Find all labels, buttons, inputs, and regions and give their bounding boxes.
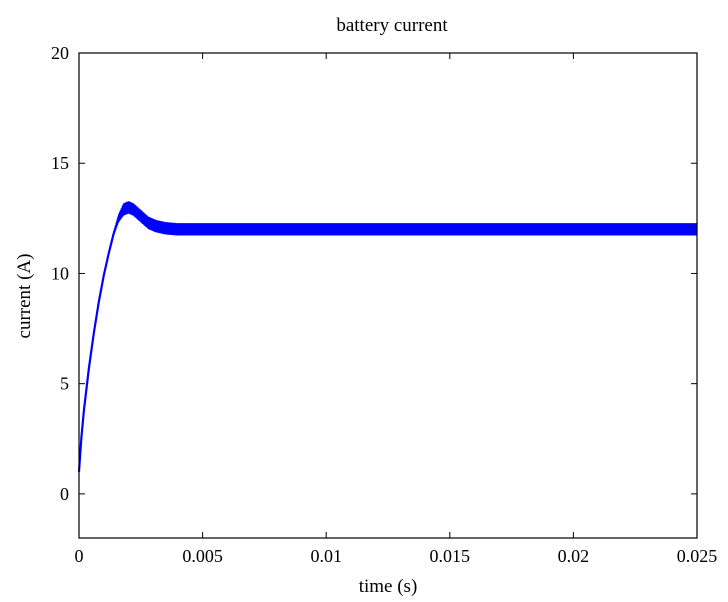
series-line xyxy=(77,206,697,472)
x-tick-label: 0 xyxy=(75,546,84,566)
y-tick-label: 15 xyxy=(51,153,69,173)
series-ripple xyxy=(108,201,698,254)
x-axis-label: time (s) xyxy=(359,576,418,597)
plot-area xyxy=(77,52,698,539)
x-axis: 0 0.005 0.01 0.015 0.02 0.025 xyxy=(75,53,718,566)
x-tick-label: 0.025 xyxy=(677,546,718,566)
y-tick-label: 5 xyxy=(60,374,69,394)
series-0 xyxy=(77,201,698,472)
x-tick-label: 0.02 xyxy=(558,546,590,566)
plot-frame xyxy=(78,52,698,539)
y-tick-label: 10 xyxy=(51,263,69,283)
y-tick-label: 0 xyxy=(60,484,69,504)
x-tick-label: 0.005 xyxy=(182,546,223,566)
y-axis-label: current (A) xyxy=(14,254,35,339)
x-tick-label: 0.01 xyxy=(310,546,342,566)
chart-title: battery current xyxy=(336,15,448,36)
y-axis: 0 5 10 15 20 xyxy=(51,43,697,504)
y-tick-label: 20 xyxy=(51,43,69,63)
x-tick-label: 0.015 xyxy=(430,546,471,566)
